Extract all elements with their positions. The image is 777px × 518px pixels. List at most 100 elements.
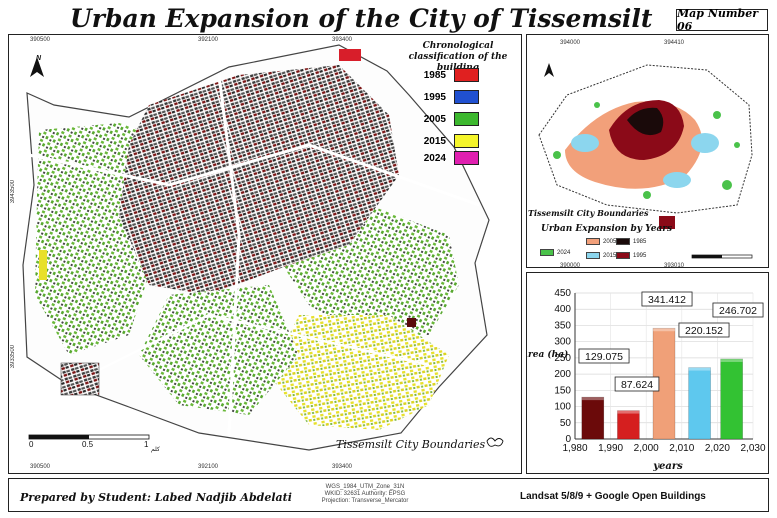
legend-swatch: [454, 90, 479, 104]
building-1985: [407, 318, 416, 327]
y-tick-label: 300: [554, 337, 571, 348]
data-label: 341.412: [648, 294, 686, 306]
map-number-box: Map Number 06: [676, 7, 768, 33]
y-axis-title: Area (ha): [527, 349, 568, 360]
bar-highlight: [581, 397, 604, 401]
building-1985: [339, 49, 361, 61]
footer-student: Prepared by Student: Labed Nadjib Abdela…: [20, 491, 292, 504]
scale-label-half: 0.5: [82, 440, 94, 449]
y-tick-label: 200: [554, 369, 571, 380]
inset-zone-2015: [691, 133, 719, 153]
data-label-box: [712, 302, 764, 318]
y-tick-label: 150: [554, 385, 571, 396]
y-tick-label: 250: [554, 353, 571, 364]
inset-legend-item: 1985: [616, 238, 646, 245]
x-tick-label: 1,990: [598, 443, 623, 454]
inset-zone-2024: [553, 102, 740, 199]
bar: [581, 396, 605, 440]
bar-highlight: [688, 367, 711, 371]
north-arrow-icon: [544, 63, 554, 77]
boundary-legend-icon: [486, 437, 504, 447]
north-label: N: [36, 55, 42, 62]
legend-swatch: [454, 68, 479, 82]
projection-line: WKID: 32631 Authority: EPSG: [324, 491, 406, 497]
inset-zone-1995: [659, 216, 675, 229]
north-arrow-icon: [30, 57, 44, 77]
data-label: 246.702: [719, 305, 757, 317]
data-label: 87.624: [621, 379, 653, 391]
legend-swatch: [454, 134, 479, 148]
inset-coord-top: 394410: [664, 40, 685, 46]
coord-left-label: 3933500: [10, 345, 16, 369]
inset-legend-year: 1985: [633, 238, 647, 245]
x-tick-label: 2,000: [634, 443, 659, 454]
inset-zone-2015: [571, 134, 599, 152]
scale-label-zero: 0: [29, 440, 34, 449]
coord-top-label: 393400: [332, 37, 353, 43]
legend-year: 2005: [423, 113, 446, 125]
data-label-box: [614, 376, 660, 392]
y-tick-label: 100: [554, 402, 571, 413]
buildings-2005-south: [139, 285, 299, 415]
boundary-label: Tissemsilt City Boundaries: [336, 438, 486, 451]
y-tick-label: 400: [554, 304, 571, 315]
y-tick-label: 50: [560, 418, 572, 429]
legend-item-1985: 1985: [406, 68, 479, 82]
bar: [720, 358, 743, 440]
bar-highlight: [617, 410, 640, 414]
data-label: 129.075: [585, 351, 623, 363]
scale-label-one: 1: [144, 440, 149, 449]
coord-top-label: 390500: [30, 37, 51, 43]
legend-year: 2024: [423, 152, 446, 164]
legend-item-2024: 2024: [406, 151, 479, 165]
data-label-box: [678, 322, 730, 338]
inset-boundary-label: Tissemsilt City Boundaries: [528, 208, 649, 218]
inset-legend-item: 2005: [586, 238, 616, 245]
main-road: [28, 143, 480, 207]
inset-legend-year: 2015: [603, 252, 617, 259]
projection-line: Projection: Transverse_Mercator: [321, 498, 409, 504]
inset-zone-1985: [627, 107, 664, 136]
inset-scale-bar: [692, 255, 722, 258]
inset-coord-top: 394000: [560, 40, 581, 46]
bar: [617, 410, 640, 440]
inset-legend-item: 2024: [540, 249, 570, 256]
main-road: [217, 74, 241, 436]
main-road: [68, 313, 430, 387]
buildings-cluster: [60, 362, 100, 396]
area-bar-chart: 0 50 100 150 200 250 300 350 400 450 1,980 1,990 2,0…: [527, 288, 766, 472]
footer-frame: [8, 478, 769, 512]
data-label-box: [641, 291, 693, 307]
coord-bottom-label: 393400: [332, 464, 353, 470]
inset-coord-bottom: 390000: [560, 263, 581, 269]
inset-legend-year: 1995: [633, 252, 647, 259]
footer-source: Landsat 5/8/9 + Google Open Buildings: [520, 491, 706, 502]
projection-line: WGS_1984_UTM_Zone_31N: [325, 484, 405, 490]
legend-item-1995: 1995: [406, 90, 479, 104]
inset-legend-title: Urban Expansion by Years: [541, 224, 673, 234]
data-label: 220.152: [685, 325, 723, 337]
x-tick-label: 2,030: [740, 443, 765, 454]
coord-left-label: 3943500: [10, 180, 16, 204]
legend-year: 1985: [423, 69, 446, 81]
x-tick-label: 1,980: [562, 443, 587, 454]
x-tick-label: 2,010: [669, 443, 694, 454]
coord-bottom-label: 390500: [30, 464, 51, 470]
x-tick-label: 2,020: [705, 443, 730, 454]
bar-highlight: [653, 328, 675, 332]
scale-bar: [28, 434, 150, 440]
legend-swatch: [454, 112, 479, 126]
inset-legend-year: 2024: [557, 249, 571, 256]
y-tick-label: 450: [554, 288, 571, 299]
bar: [688, 367, 711, 440]
inset-legend-item: 1995: [616, 252, 646, 259]
inset-zone-2015: [663, 172, 691, 188]
buildings-2015-southeast: [269, 315, 449, 430]
legend-year: 2015: [423, 135, 446, 147]
map-title: Urban Expansion of the City of Tissemsil…: [70, 4, 653, 33]
data-label-box: [578, 348, 630, 364]
inset-map-canvas: [538, 63, 753, 259]
coord-top-label: 392100: [198, 37, 219, 43]
footer-projection: WGS_1984_UTM_Zone_31N WKID: 32631 Author…: [300, 484, 430, 505]
y-tick-label: 350: [554, 320, 571, 331]
